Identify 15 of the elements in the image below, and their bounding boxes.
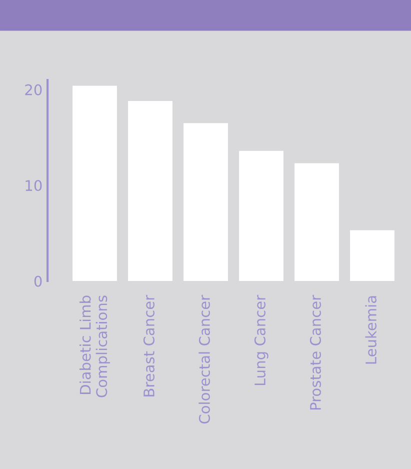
x-tick-label: Prostate Cancer bbox=[310, 294, 321, 410]
bar bbox=[184, 123, 228, 281]
x-tick-label: Diabetic Limb Complications bbox=[80, 296, 110, 398]
x-tick-label: Lung Cancer bbox=[254, 294, 268, 386]
bar bbox=[350, 230, 394, 281]
x-tick-label: Breast Cancer bbox=[143, 294, 154, 396]
bar bbox=[239, 150, 284, 281]
bar bbox=[294, 163, 339, 281]
y-tick-label: 0 bbox=[34, 276, 42, 287]
x-tick-label: Colorectal Cancer bbox=[198, 294, 210, 424]
x-tick-label: Leukemia bbox=[365, 296, 376, 364]
y-tick-label: 20 bbox=[25, 84, 42, 96]
y-tick-label: 10 bbox=[26, 180, 42, 192]
bar bbox=[128, 101, 172, 281]
bar bbox=[72, 86, 117, 281]
